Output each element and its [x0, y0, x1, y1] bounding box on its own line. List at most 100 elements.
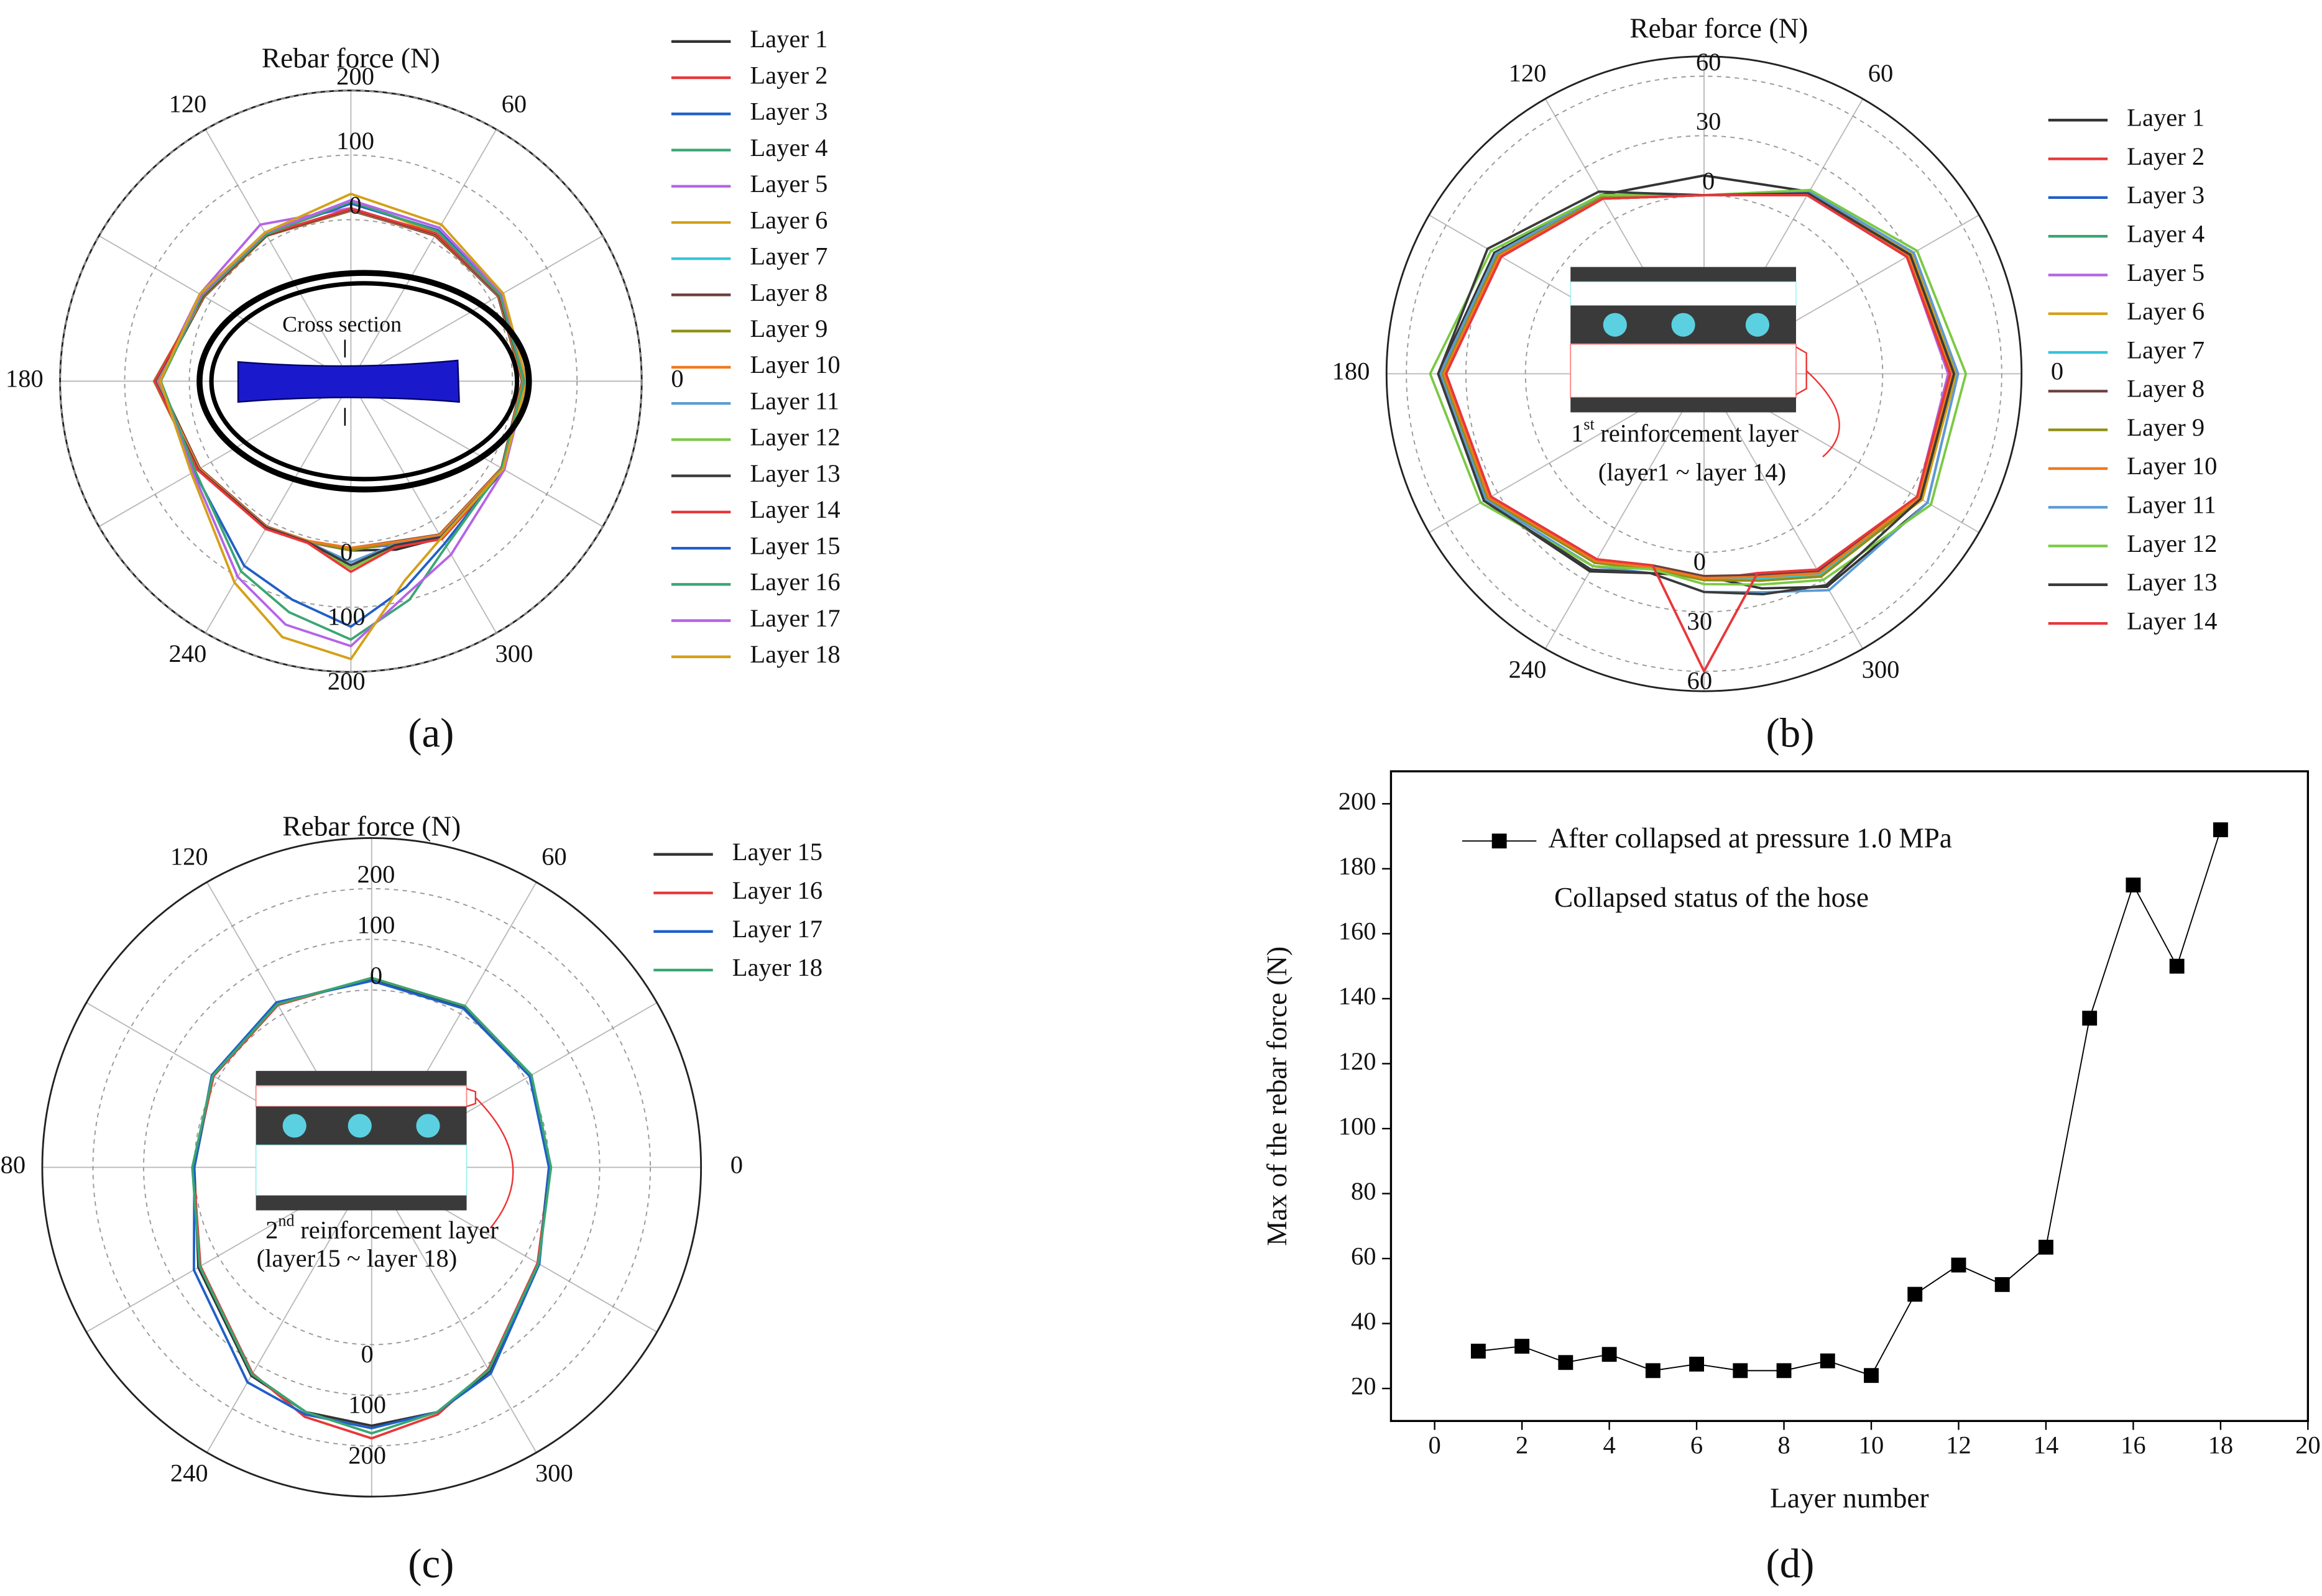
- marker: [1907, 1286, 1923, 1302]
- chart-title: Rebar force (N): [282, 811, 461, 842]
- layer: [1570, 343, 1797, 398]
- theta-tick-label: 180: [1332, 357, 1370, 385]
- layer: [255, 1085, 468, 1108]
- r-tick-label: 100: [336, 127, 374, 155]
- grid-ring: [1524, 195, 1884, 553]
- spoke: [1544, 373, 1705, 649]
- r-tick-label: 30: [1696, 108, 1721, 135]
- theta-tick-label: 300: [495, 640, 533, 667]
- marker: [2169, 958, 2185, 974]
- legend-label: Layer 1: [2127, 104, 2205, 132]
- series-line: [1429, 188, 1968, 586]
- inset-layers-c: 2nd reinforcement layer (layer15 ~ layer …: [255, 1071, 514, 1272]
- spoke: [371, 1167, 537, 1453]
- legend-label: Layer 6: [750, 206, 827, 234]
- legend-label: Layer 13: [2127, 568, 2217, 596]
- layer: [1570, 397, 1796, 413]
- layer: [1570, 267, 1796, 282]
- legend-label: Layer 15: [750, 531, 840, 559]
- panel-label: (d): [1766, 1541, 1814, 1587]
- r-tick-label: 0: [370, 961, 382, 989]
- legend-label: Layer 12: [750, 423, 840, 451]
- cord: [1603, 313, 1627, 337]
- spoke: [205, 380, 352, 633]
- x-tick-label: 18: [2208, 1431, 2234, 1459]
- marker: [1558, 1355, 1573, 1370]
- outer-ring: [1385, 55, 2023, 692]
- x-tick-label: 6: [1690, 1431, 1703, 1459]
- legend-label: Layer 10: [2127, 452, 2217, 480]
- legend-label: Layer 4: [750, 134, 827, 162]
- marker: [1776, 1363, 1792, 1378]
- legend-label: Layer 8: [750, 278, 827, 306]
- series-line: [1444, 193, 1951, 674]
- legend-label: Layer 18: [732, 953, 822, 981]
- series-line: [191, 976, 553, 1435]
- theta-tick-label: 60: [1868, 59, 1894, 87]
- legend-label: Layer 8: [2127, 375, 2205, 403]
- cord: [416, 1114, 440, 1138]
- y-tick-label: 80: [1351, 1177, 1376, 1205]
- r-tick-label: 100: [348, 1390, 386, 1418]
- y-tick-label: 140: [1338, 982, 1376, 1010]
- theta-tick-label: 120: [170, 843, 208, 871]
- spoke: [350, 235, 603, 382]
- series-line: [153, 207, 527, 574]
- spoke: [98, 235, 351, 382]
- legend-label: Layer 10: [750, 351, 840, 378]
- x-tick-label: 2: [1516, 1431, 1528, 1459]
- y-tick-label: 40: [1351, 1307, 1376, 1335]
- layer: [1570, 281, 1797, 306]
- cord: [1745, 313, 1770, 337]
- legend-label: Layer 9: [2127, 413, 2205, 441]
- grid-ring: [188, 219, 514, 544]
- hose-outer: [196, 270, 532, 493]
- inset-layers-b: 1st reinforcement layer (layer1 ~ layer 1…: [1570, 267, 1840, 486]
- inset-label: 2nd reinforcement layer: [265, 1212, 499, 1244]
- r-tick-label: 200: [348, 1441, 386, 1469]
- marker: [1951, 1257, 1966, 1273]
- grid-ring: [59, 89, 643, 673]
- r-tick-label: 100: [328, 603, 366, 631]
- legend-label: Layer 5: [2127, 259, 2205, 287]
- marker: [1514, 1339, 1530, 1354]
- x-tick-label: 20: [2295, 1431, 2321, 1459]
- r-tick-label: 200: [328, 667, 366, 695]
- marker: [2082, 1011, 2098, 1026]
- marker: [1820, 1353, 1835, 1369]
- r-tick-label: 200: [357, 860, 395, 888]
- cord: [282, 1114, 306, 1138]
- y-tick-label: 160: [1338, 917, 1376, 945]
- collapsed-shape: [237, 359, 460, 403]
- chart-title: Rebar force (N): [1629, 13, 1808, 44]
- x-axis-title: Layer number: [1770, 1483, 1928, 1514]
- legend-label: Layer 7: [750, 242, 827, 270]
- legend-label: Layer 18: [750, 640, 840, 668]
- r-tick-label: 60: [1696, 48, 1721, 76]
- y-tick-label: 180: [1338, 852, 1376, 880]
- y-tick-label: 60: [1351, 1242, 1376, 1270]
- r-tick-label: 200: [336, 62, 374, 90]
- marker: [1470, 1344, 1486, 1359]
- legend-label: Layer 12: [2127, 530, 2217, 557]
- series-line: [159, 200, 525, 641]
- legend-label: Layer 16: [732, 876, 822, 904]
- marker: [1994, 1277, 2010, 1292]
- chart-title: Rebar force (N): [262, 42, 440, 73]
- theta-tick-label: 0: [671, 365, 683, 393]
- inset-range: (layer15 ~ layer 18): [257, 1244, 458, 1272]
- x-tick-label: 0: [1429, 1431, 1441, 1459]
- marker: [1645, 1363, 1661, 1378]
- theta-tick-label: 120: [1509, 59, 1547, 87]
- theta-tick-label: 60: [541, 843, 567, 871]
- theta-tick-label: 60: [502, 89, 527, 117]
- x-tick-label: 14: [2034, 1431, 2059, 1459]
- panel-label: (b): [1766, 710, 1814, 756]
- x-tick-label: 8: [1777, 1431, 1790, 1459]
- legend-label: Layer 17: [750, 604, 840, 632]
- panel-label: (a): [408, 710, 454, 756]
- legend-label: Layer 3: [2127, 181, 2205, 209]
- legend-label: Layer 14: [750, 495, 840, 523]
- theta-tick-label: 300: [535, 1459, 573, 1487]
